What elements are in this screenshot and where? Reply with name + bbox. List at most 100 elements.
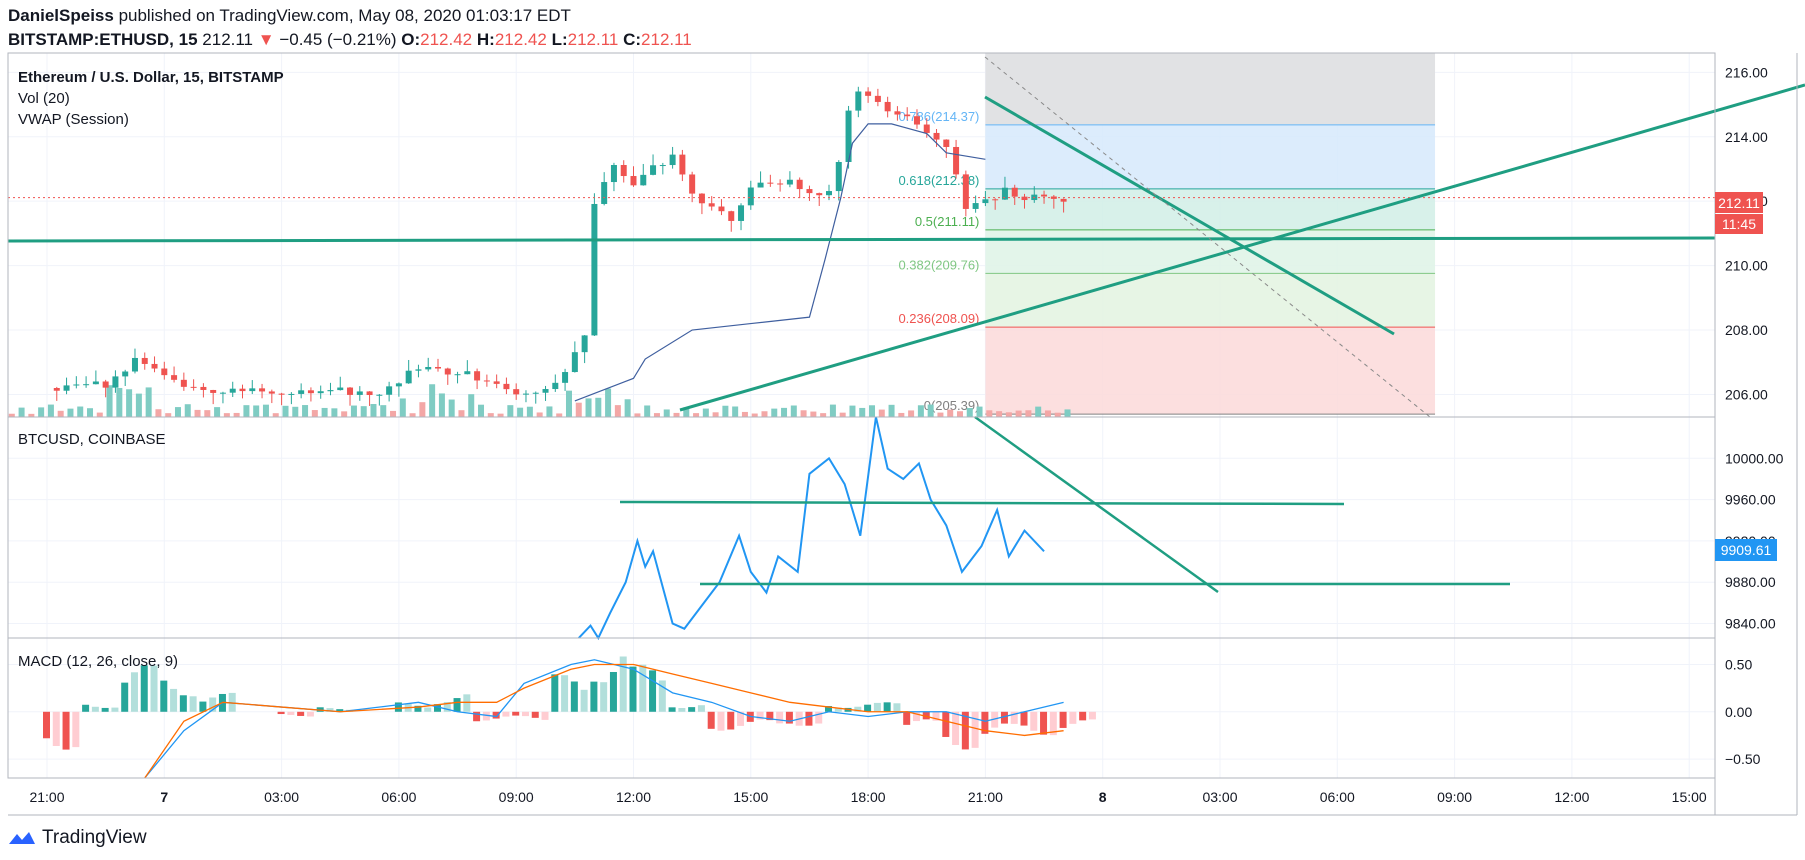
volume-bar — [135, 393, 142, 417]
candle-body — [122, 371, 129, 377]
volume-bar — [223, 413, 230, 417]
candle-body — [669, 154, 676, 166]
macd-hist-bar — [414, 705, 422, 712]
candle-body — [513, 389, 520, 395]
volume-bar — [634, 413, 641, 417]
volume-bar — [732, 406, 739, 417]
volume-bar — [38, 407, 45, 417]
chart-canvas[interactable]: 0.786(214.37) 0.618(212.38) 0.5(211.11) 0.3… — [0, 0, 1805, 820]
candle-body — [552, 382, 559, 390]
countdown-badge-text: 11:45 — [1722, 216, 1756, 232]
vwap-line — [574, 123, 986, 402]
candle-body — [933, 132, 940, 140]
volume-bar — [614, 405, 621, 417]
price-axes: 216.00214.00212.00210.00208.00206.001000… — [1725, 64, 1784, 767]
volume-bar — [262, 404, 269, 417]
volume-bar — [67, 408, 74, 417]
fib-retracement[interactable]: 0.786(214.37) 0.618(212.38) 0.5(211.11) 0.3… — [898, 53, 1436, 415]
down-arrow-icon: ▼ — [257, 30, 275, 49]
candle-body — [767, 182, 774, 184]
candle-body — [904, 114, 911, 117]
candle-body — [298, 390, 305, 394]
volume-bar — [292, 406, 299, 417]
macd-hist-bar — [727, 711, 735, 730]
candle-body — [865, 91, 872, 96]
brand-name[interactable]: TradingView — [42, 827, 147, 848]
volume-bar — [497, 413, 504, 417]
macd-hist-bar — [952, 711, 960, 746]
candle-body — [1060, 198, 1067, 202]
volume-bar — [653, 413, 660, 417]
candle-body — [288, 393, 295, 395]
volume-bar — [790, 405, 797, 417]
candle-body — [738, 205, 745, 221]
candle-body — [786, 179, 793, 185]
macd-hist-bar — [600, 682, 608, 712]
tradingview-logo-icon — [9, 832, 35, 844]
macd-hist-bar — [864, 704, 872, 712]
volume-bar — [77, 406, 84, 417]
candle-body — [464, 371, 471, 375]
macd-hist-bar — [52, 711, 60, 747]
candle-body — [855, 91, 862, 111]
candle-body — [229, 388, 236, 393]
btc-legend: BTCUSD, COINBASE — [18, 431, 166, 448]
last-price-badge-text: 212.11 — [1718, 195, 1760, 211]
symbol-label: BITSTAMP:ETHUSD, 15 — [8, 30, 198, 49]
volume-bar — [380, 405, 387, 417]
volume-bar — [712, 412, 719, 417]
macd-hist-bar — [326, 708, 334, 712]
high-key: H: — [476, 30, 495, 49]
candle-body — [219, 392, 226, 394]
candle-body — [1011, 187, 1018, 197]
fib-zone — [985, 124, 1436, 189]
volume-bar — [810, 411, 817, 417]
macd-hist-bar — [1040, 711, 1048, 735]
trendline-drawings[interactable] — [7, 56, 1805, 594]
candle-body — [171, 375, 178, 380]
candle-body — [610, 165, 617, 183]
btc-price-badge — [1715, 539, 1777, 561]
candle-body — [591, 203, 598, 336]
volume-bar — [419, 402, 426, 417]
candle-body — [405, 370, 412, 384]
candle-body — [601, 182, 608, 204]
pane-frame — [7, 52, 1716, 418]
volume-bars — [8, 384, 1071, 417]
volume-bar — [722, 405, 729, 417]
pane-frames — [7, 52, 1798, 816]
author-name[interactable]: DanielSpeiss — [8, 6, 114, 25]
y-tick-label: −0.50 — [1725, 751, 1761, 767]
volume-bar — [331, 408, 338, 417]
macd-hist-bar — [189, 696, 197, 712]
macd-hist-bar — [130, 672, 138, 712]
btc-line — [578, 416, 1045, 641]
candle-body — [1001, 187, 1008, 200]
volume-bar — [517, 407, 524, 417]
volume-bar — [311, 410, 318, 417]
fib-zone — [985, 229, 1436, 274]
volume-bar — [390, 410, 397, 417]
volume-bar — [595, 397, 602, 417]
macd-hist-bar — [912, 711, 920, 722]
macd-hist-bar — [785, 711, 793, 724]
volume-bar — [956, 411, 963, 417]
macd-hist-bar — [160, 680, 168, 712]
macd-legend: MACD (12, 26, close, 9) — [18, 653, 178, 670]
vwap-legend: VWAP (Session) — [18, 111, 129, 128]
macd-hist-bar — [473, 711, 481, 722]
macd-hist-bar — [854, 706, 862, 712]
fib-level-label: 0.5(211.11) — [915, 214, 980, 229]
macd-hist-bar — [394, 702, 402, 712]
volume-bar — [986, 410, 993, 417]
candle-body — [386, 386, 393, 395]
volume-bar — [1035, 406, 1042, 417]
volume-bar — [8, 413, 15, 417]
macd-hist-bar — [609, 671, 617, 712]
chart-header: DanielSpeiss published on TradingView.co… — [8, 4, 692, 52]
macd-hist-bar — [150, 665, 158, 712]
macd-hist-bar — [658, 680, 666, 712]
candle-body — [200, 386, 207, 390]
macd-hist-bar — [424, 707, 432, 712]
volume-bar — [771, 408, 778, 417]
